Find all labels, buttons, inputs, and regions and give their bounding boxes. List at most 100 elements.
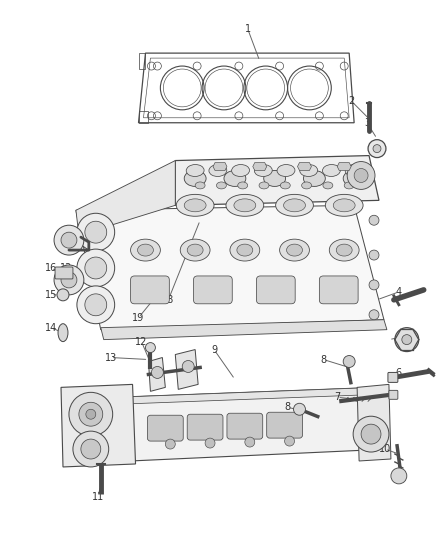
Polygon shape	[213, 163, 227, 171]
Circle shape	[79, 402, 103, 426]
Ellipse shape	[280, 182, 290, 189]
Text: 7: 7	[334, 392, 340, 402]
Ellipse shape	[77, 286, 115, 324]
FancyBboxPatch shape	[267, 412, 303, 438]
Circle shape	[347, 161, 375, 189]
Polygon shape	[175, 156, 379, 205]
FancyBboxPatch shape	[319, 276, 358, 304]
Text: 12: 12	[60, 263, 72, 273]
Ellipse shape	[77, 213, 115, 251]
Ellipse shape	[237, 244, 253, 256]
Circle shape	[391, 468, 407, 484]
Ellipse shape	[58, 324, 68, 342]
Ellipse shape	[276, 195, 314, 216]
Text: 16: 16	[45, 263, 57, 273]
Polygon shape	[175, 350, 198, 389]
Circle shape	[354, 168, 368, 182]
Ellipse shape	[77, 249, 115, 287]
Ellipse shape	[259, 182, 269, 189]
FancyBboxPatch shape	[187, 414, 223, 440]
Circle shape	[145, 343, 155, 352]
FancyBboxPatch shape	[227, 413, 263, 439]
Ellipse shape	[286, 244, 303, 256]
Ellipse shape	[336, 244, 352, 256]
Polygon shape	[253, 163, 267, 171]
Ellipse shape	[343, 171, 365, 187]
Text: 8: 8	[320, 354, 326, 365]
Circle shape	[369, 280, 379, 290]
Circle shape	[57, 289, 69, 301]
Ellipse shape	[226, 195, 264, 216]
Circle shape	[69, 392, 113, 436]
Polygon shape	[61, 384, 135, 467]
Ellipse shape	[180, 239, 210, 261]
Ellipse shape	[234, 199, 256, 212]
Circle shape	[369, 310, 379, 320]
Circle shape	[353, 416, 389, 452]
Ellipse shape	[209, 165, 227, 176]
Circle shape	[205, 438, 215, 448]
Text: 17: 17	[60, 237, 72, 247]
Text: 9: 9	[211, 344, 217, 354]
FancyBboxPatch shape	[388, 373, 398, 382]
Polygon shape	[357, 384, 391, 461]
Ellipse shape	[184, 171, 206, 187]
Ellipse shape	[322, 165, 340, 176]
Text: 14: 14	[45, 322, 57, 333]
Polygon shape	[337, 163, 351, 171]
Text: 10: 10	[379, 444, 391, 454]
Polygon shape	[148, 358, 165, 391]
Ellipse shape	[333, 199, 355, 212]
Ellipse shape	[54, 265, 84, 295]
Circle shape	[165, 439, 175, 449]
Ellipse shape	[195, 182, 205, 189]
Circle shape	[369, 215, 379, 225]
Circle shape	[245, 437, 255, 447]
Text: 6: 6	[396, 368, 402, 378]
Ellipse shape	[216, 182, 226, 189]
Text: 13: 13	[105, 352, 117, 362]
Circle shape	[368, 140, 386, 158]
Text: 5: 5	[396, 333, 402, 343]
Ellipse shape	[187, 244, 203, 256]
Polygon shape	[116, 387, 389, 461]
Text: 2: 2	[348, 96, 354, 106]
Ellipse shape	[184, 199, 206, 212]
Ellipse shape	[230, 239, 260, 261]
Circle shape	[293, 403, 305, 415]
Circle shape	[343, 356, 355, 367]
Text: 12: 12	[135, 337, 148, 346]
Polygon shape	[297, 163, 311, 171]
Polygon shape	[76, 205, 384, 330]
Circle shape	[73, 431, 109, 467]
Polygon shape	[101, 320, 387, 340]
Circle shape	[373, 144, 381, 152]
Polygon shape	[116, 387, 379, 404]
Ellipse shape	[61, 232, 77, 248]
Ellipse shape	[61, 272, 77, 288]
Ellipse shape	[345, 165, 363, 176]
Ellipse shape	[279, 239, 309, 261]
FancyBboxPatch shape	[256, 276, 295, 304]
Ellipse shape	[304, 171, 325, 187]
Ellipse shape	[323, 182, 333, 189]
Circle shape	[86, 409, 96, 419]
Circle shape	[182, 360, 194, 373]
Text: 8: 8	[285, 402, 291, 412]
Ellipse shape	[325, 195, 363, 216]
Circle shape	[81, 439, 101, 459]
Ellipse shape	[85, 294, 107, 316]
Ellipse shape	[232, 165, 250, 176]
Ellipse shape	[138, 244, 153, 256]
Ellipse shape	[302, 182, 311, 189]
Ellipse shape	[264, 171, 286, 187]
Ellipse shape	[329, 239, 359, 261]
Ellipse shape	[283, 199, 305, 212]
Ellipse shape	[254, 165, 272, 176]
Ellipse shape	[300, 165, 318, 176]
Ellipse shape	[85, 257, 107, 279]
Ellipse shape	[224, 171, 246, 187]
FancyBboxPatch shape	[389, 390, 398, 399]
FancyBboxPatch shape	[55, 267, 73, 279]
Ellipse shape	[54, 225, 84, 255]
